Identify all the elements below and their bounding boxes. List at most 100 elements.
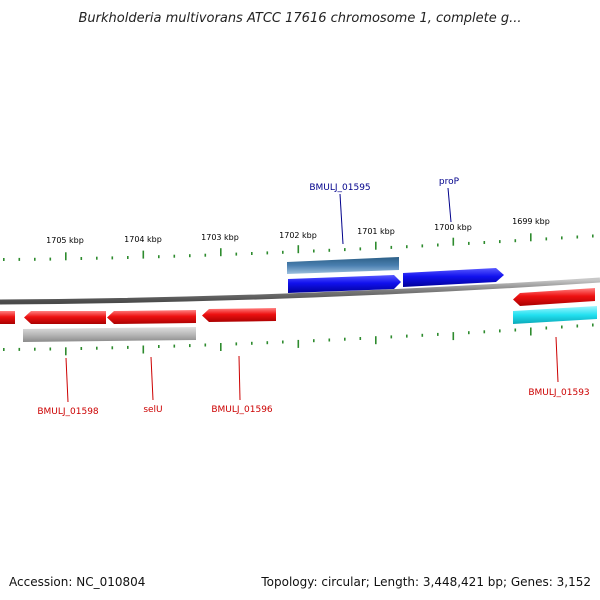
- gene-grey-reverse[interactable]: [23, 327, 196, 342]
- outer-major-tick: [297, 245, 300, 254]
- label-bmulj-01595[interactable]: BMULJ_01595: [309, 183, 370, 193]
- inner-minor-tick: [561, 325, 563, 329]
- inner-minor-tick: [3, 348, 5, 351]
- label-bmulj-01598[interactable]: BMULJ_01598: [37, 407, 99, 417]
- chromosome-backbone: [0, 277, 600, 305]
- inner-minor-tick: [344, 337, 346, 341]
- inner-minor-tick: [390, 335, 393, 339]
- outer-minor-tick: [344, 248, 346, 252]
- gene-forward-arrow-1[interactable]: [288, 275, 401, 293]
- accession-text: Accession: NC_010804: [9, 575, 145, 589]
- outer-minor-tick: [561, 236, 563, 240]
- gene-bmulj-01598[interactable]: [24, 311, 106, 324]
- outer-minor-tick: [173, 254, 176, 258]
- inner-minor-tick: [406, 334, 408, 338]
- tick-label-1702: 1702 kbp: [279, 231, 317, 240]
- inner-minor-tick: [251, 341, 253, 345]
- outer-minor-tick: [96, 256, 98, 260]
- outer-minor-tick: [111, 256, 114, 260]
- outer-minor-tick: [235, 252, 238, 256]
- forward-genes: [287, 257, 504, 293]
- outer-minor-tick: [282, 250, 284, 254]
- outer-major-tick: [452, 237, 455, 246]
- inner-tick-ring: [3, 323, 594, 356]
- outer-minor-tick: [127, 256, 129, 259]
- inner-minor-tick: [514, 328, 517, 332]
- outer-major-tick: [142, 250, 145, 259]
- leader-line-bmulj-01596: [238, 355, 241, 401]
- gene-labels: BMULJ_01595 proP BMULJ_01598 selU BMULJ_…: [37, 177, 589, 417]
- gene-prop[interactable]: [403, 268, 504, 287]
- inner-minor-tick: [483, 330, 486, 334]
- inner-minor-tick: [34, 347, 36, 351]
- outer-minor-tick: [421, 244, 424, 248]
- outer-major-tick: [220, 248, 222, 257]
- outer-major-tick: [65, 252, 67, 261]
- inner-minor-tick: [173, 344, 176, 348]
- inner-minor-tick: [499, 329, 501, 333]
- outer-minor-tick: [545, 237, 548, 241]
- label-bmulj-01593[interactable]: BMULJ_01593: [528, 388, 589, 398]
- inner-minor-tick: [437, 332, 439, 336]
- gene-reverse-edge[interactable]: [0, 311, 15, 324]
- inner-minor-tick: [468, 331, 470, 335]
- leader-line-bmulj-01595: [339, 193, 344, 245]
- gene-bmulj-01593[interactable]: [513, 306, 597, 324]
- inner-minor-tick: [576, 324, 579, 328]
- outer-tick-ring: [3, 233, 594, 261]
- outer-minor-tick: [437, 243, 439, 247]
- inner-minor-tick: [359, 337, 362, 340]
- inner-minor-tick: [18, 347, 21, 351]
- outer-minor-tick: [18, 257, 21, 261]
- label-bmulj-01596[interactable]: BMULJ_01596: [211, 405, 273, 415]
- outer-minor-tick: [158, 255, 160, 259]
- inner-major-tick: [452, 332, 455, 341]
- leader-line-prop: [447, 187, 452, 223]
- inner-major-tick: [220, 343, 222, 351]
- label-selu[interactable]: selU: [143, 405, 162, 415]
- outer-minor-tick: [592, 234, 594, 238]
- outer-minor-tick: [80, 257, 83, 260]
- outer-minor-tick: [483, 241, 486, 244]
- inner-minor-tick: [235, 342, 238, 346]
- tick-label-1699: 1699 kbp: [512, 217, 550, 226]
- label-prop[interactable]: proP: [439, 177, 460, 187]
- outer-minor-tick: [406, 245, 408, 249]
- inner-minor-tick: [204, 343, 207, 347]
- gene-selu[interactable]: [107, 310, 196, 324]
- outer-minor-tick: [49, 257, 52, 261]
- leader-line-bmulj-01593: [555, 336, 559, 383]
- outer-major-tick: [530, 233, 532, 242]
- outer-minor-tick: [34, 257, 36, 261]
- gene-bmulj-01593-red[interactable]: [513, 288, 595, 306]
- tick-label-1703: 1703 kbp: [201, 233, 239, 242]
- outer-minor-tick: [189, 254, 191, 258]
- outer-minor-tick: [266, 251, 269, 255]
- inner-minor-tick: [282, 340, 284, 344]
- topology-text: Topology: circular; Length: 3,448,421 bp…: [260, 575, 591, 589]
- tick-label-1701: 1701 kbp: [357, 227, 395, 236]
- outer-major-tick: [375, 241, 377, 250]
- inner-minor-tick: [328, 338, 331, 342]
- inner-major-tick: [297, 339, 300, 348]
- leader-line-bmulj-01598: [65, 357, 69, 403]
- outer-minor-tick: [390, 245, 393, 249]
- outer-minor-tick: [499, 240, 501, 244]
- map-title: Burkholderia multivorans ATCC 17616 chro…: [79, 11, 522, 26]
- gene-bmulj-01595[interactable]: [287, 257, 399, 274]
- inner-minor-tick: [592, 323, 594, 327]
- gene-bmulj-01596[interactable]: [202, 308, 276, 322]
- outer-minor-tick: [514, 239, 517, 243]
- inner-minor-tick: [313, 339, 315, 343]
- outer-minor-tick: [251, 252, 253, 255]
- inner-minor-tick: [127, 345, 129, 349]
- inner-minor-tick: [49, 347, 52, 351]
- tick-labels: 1705 kbp 1704 kbp 1703 kbp 1702 kbp 1701…: [46, 217, 550, 245]
- outer-minor-tick: [468, 241, 470, 245]
- inner-minor-tick: [111, 346, 114, 350]
- tick-label-1700: 1700 kbp: [434, 223, 472, 232]
- inner-major-tick: [530, 327, 532, 336]
- outer-minor-tick: [313, 249, 315, 253]
- inner-minor-tick: [545, 326, 548, 330]
